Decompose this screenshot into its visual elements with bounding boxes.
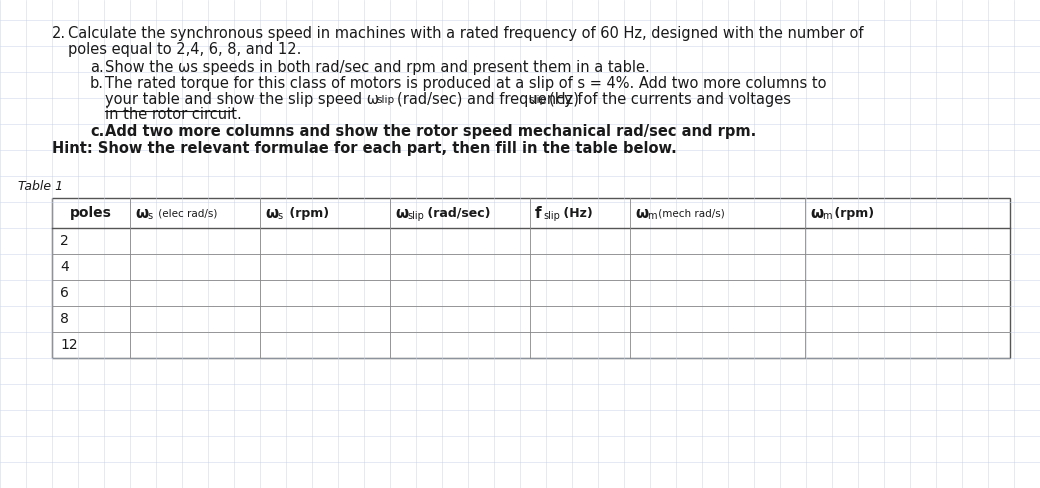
Text: slip: slip: [543, 211, 560, 221]
Text: 2.: 2.: [52, 26, 67, 41]
Text: poles: poles: [70, 206, 112, 220]
Text: s: s: [277, 211, 282, 221]
Text: slip: slip: [407, 211, 424, 221]
Text: Add two more columns and show the rotor speed mechanical rad/sec and rpm.: Add two more columns and show the rotor …: [105, 124, 756, 139]
Text: poles equal to 2,4, 6, 8, and 12.: poles equal to 2,4, 6, 8, and 12.: [68, 42, 302, 57]
Text: f: f: [535, 205, 542, 221]
Text: Calculate the synchronous speed in machines with a rated frequency of 60 Hz, des: Calculate the synchronous speed in machi…: [68, 26, 863, 41]
Text: (elec rad/s): (elec rad/s): [155, 208, 217, 218]
Text: ω: ω: [395, 205, 408, 221]
Text: (rpm): (rpm): [285, 206, 329, 220]
Text: (Hz) of the currents and voltages: (Hz) of the currents and voltages: [549, 92, 791, 107]
Text: (rpm): (rpm): [830, 206, 875, 220]
Text: The rated torque for this class of motors is produced at a slip of s = 4%. Add t: The rated torque for this class of motor…: [105, 76, 827, 91]
Text: (rad/sec): (rad/sec): [423, 206, 491, 220]
Text: 2: 2: [60, 234, 69, 248]
Text: Hint: Show the relevant formulae for each part, then fill in the table below.: Hint: Show the relevant formulae for eac…: [52, 141, 677, 156]
Bar: [52, 198, 1010, 358]
Text: a.: a.: [90, 60, 104, 75]
Text: 4: 4: [60, 260, 69, 274]
Text: 8: 8: [60, 312, 69, 326]
Text: (rad/sec) and frequency f: (rad/sec) and frequency f: [397, 92, 582, 107]
Text: m: m: [647, 211, 656, 221]
Text: ω: ω: [810, 205, 823, 221]
Text: s: s: [147, 211, 152, 221]
Text: in the rotor circuit.: in the rotor circuit.: [105, 107, 241, 122]
Text: (mech rad/s): (mech rad/s): [655, 208, 725, 218]
Text: 12: 12: [60, 338, 78, 352]
Text: 6: 6: [60, 286, 69, 300]
Text: your table and show the slip speed ω: your table and show the slip speed ω: [105, 92, 379, 107]
Text: c.: c.: [90, 124, 104, 139]
Text: ω: ω: [265, 205, 278, 221]
Text: m: m: [822, 211, 832, 221]
Text: slip: slip: [376, 95, 394, 105]
Text: Show the ωs speeds in both rad/sec and rpm and present them in a table.: Show the ωs speeds in both rad/sec and r…: [105, 60, 650, 75]
Text: (Hz): (Hz): [560, 206, 593, 220]
Text: slip: slip: [528, 95, 546, 105]
Text: b.: b.: [90, 76, 104, 91]
Text: Table 1: Table 1: [18, 180, 63, 193]
Text: ω: ω: [135, 205, 148, 221]
Text: ω: ω: [635, 205, 648, 221]
